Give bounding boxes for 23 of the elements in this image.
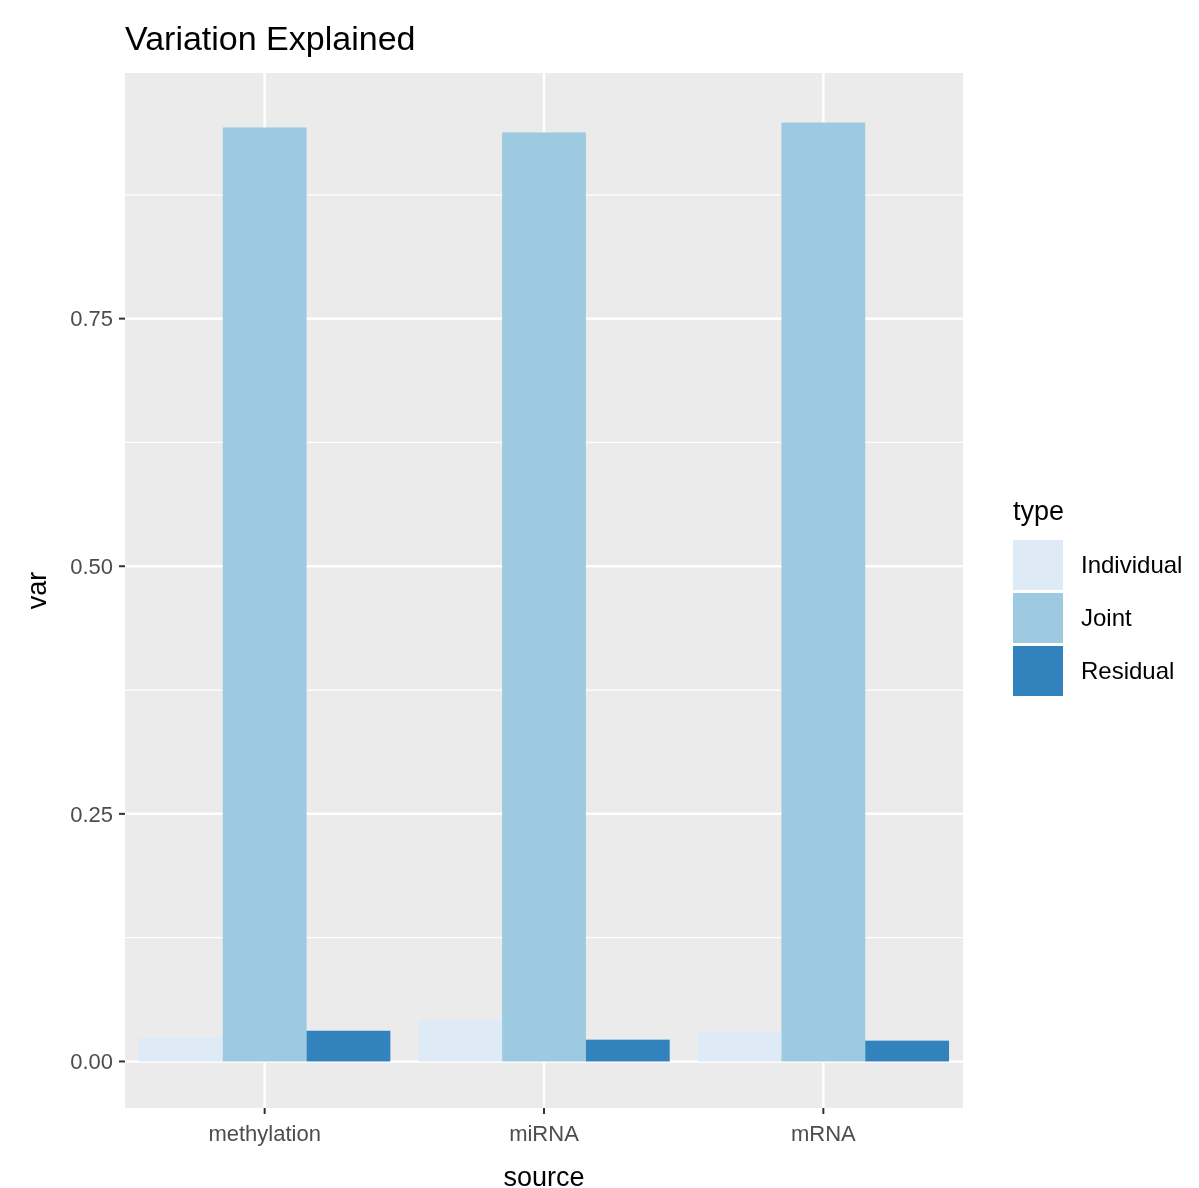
x-tick-label: miRNA <box>509 1121 580 1146</box>
bar <box>418 1019 503 1062</box>
bar <box>697 1031 782 1062</box>
bar <box>138 1037 223 1062</box>
bar <box>502 132 586 1062</box>
y-tick-label: 0.50 <box>70 553 113 579</box>
bar <box>585 1039 670 1062</box>
chart-title: Variation Explained <box>125 19 416 57</box>
legend-label: Individual <box>1081 551 1183 579</box>
y-axis-title: var <box>22 571 52 610</box>
x-axis-title: source <box>503 1162 585 1188</box>
x-tick-label: mRNA <box>790 1121 857 1146</box>
bar <box>865 1040 950 1062</box>
x-tick-label: methylation <box>208 1121 321 1146</box>
legend-title: type <box>1013 496 1065 526</box>
legend-label: Residual <box>1081 657 1175 685</box>
y-tick-label: 0.25 <box>70 801 113 827</box>
y-tick-label: 0.00 <box>70 1049 113 1075</box>
y-tick-label: 0.75 <box>70 306 113 332</box>
bar <box>306 1030 391 1062</box>
bar <box>222 127 307 1062</box>
bar <box>781 122 866 1062</box>
legend-label: Joint <box>1081 604 1133 632</box>
